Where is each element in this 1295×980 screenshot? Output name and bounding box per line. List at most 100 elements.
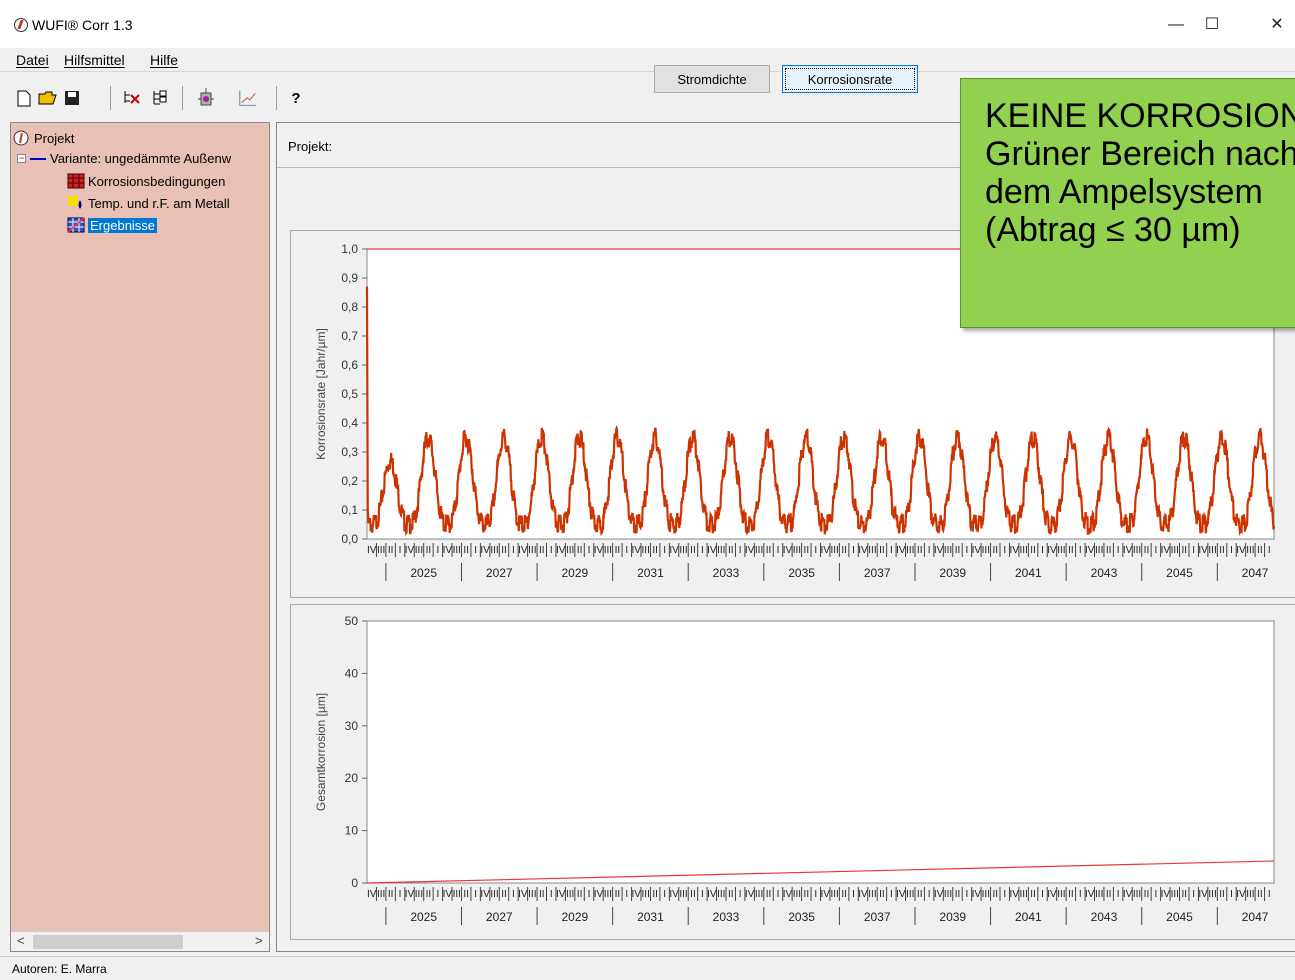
year-label: 2041: [1015, 910, 1042, 924]
year-label: 2027: [486, 566, 513, 580]
quarter-label: II: [1257, 889, 1263, 900]
quarter-label: I: [436, 545, 439, 556]
quarter-label: III: [793, 545, 801, 556]
chart-icon[interactable]: [238, 88, 258, 108]
tree-item-ergebnisse[interactable]: Ergebnisse: [67, 217, 158, 233]
quarter-label: I: [890, 545, 893, 556]
scroll-left-icon[interactable]: <: [17, 933, 25, 948]
y-tick-label: 0,7: [341, 329, 358, 343]
quarter-label: IV: [707, 545, 717, 556]
scrollbar-thumb[interactable]: [33, 935, 183, 949]
save-icon[interactable]: [62, 88, 82, 108]
quarter-label: IV: [1085, 545, 1095, 556]
year-label: 2033: [713, 910, 740, 924]
minimize-button[interactable]: —: [1168, 16, 1184, 33]
y-tick-label: 0,9: [341, 271, 358, 285]
quarter-label: I: [701, 545, 704, 556]
quarter-label: II: [804, 545, 810, 556]
calculate-icon[interactable]: [196, 88, 216, 108]
quarter-label: III: [982, 545, 990, 556]
quarter-label: II: [1257, 545, 1263, 556]
tree-horizontal-scrollbar[interactable]: < >: [11, 931, 269, 951]
quarter-label: IV: [518, 889, 528, 900]
y-axis-label: Gesamtkorrosion [µm]: [314, 693, 328, 811]
year-label: 2039: [939, 566, 966, 580]
quarter-label: II: [1106, 889, 1112, 900]
quarter-label: I: [1041, 889, 1044, 900]
year-label: 2047: [1242, 566, 1269, 580]
quarter-label: I: [852, 889, 855, 900]
quarter-label: III: [604, 889, 612, 900]
year-label: 2033: [713, 566, 740, 580]
open-folder-icon[interactable]: [38, 88, 58, 108]
tree-copy-icon[interactable]: [150, 88, 170, 108]
quarter-label: II: [426, 545, 432, 556]
year-label: 2025: [410, 566, 437, 580]
korrosionsrate-button[interactable]: Korrosionsrate: [782, 65, 918, 93]
stromdichte-button[interactable]: Stromdichte: [654, 65, 770, 93]
quarter-label: I: [1230, 889, 1233, 900]
year-label: 2029: [562, 910, 589, 924]
new-file-icon[interactable]: [14, 88, 34, 108]
quarter-label: I: [588, 889, 591, 900]
quarter-label: IV: [669, 545, 679, 556]
quarter-label: IV: [669, 889, 679, 900]
year-label: 2037: [864, 910, 891, 924]
quarter-label: II: [615, 889, 621, 900]
status-text: Autoren: E. Marra: [12, 962, 107, 976]
quarter-label: I: [399, 889, 402, 900]
quarter-label: IV: [783, 889, 793, 900]
year-label: 2025: [410, 910, 437, 924]
quarter-label: II: [690, 889, 696, 900]
quarter-label: II: [1068, 545, 1074, 556]
quarter-label: II: [426, 889, 432, 900]
tree-item-korrosionsbedingungen[interactable]: Korrosionsbedingungen: [67, 173, 225, 189]
quarter-label: III: [679, 545, 687, 556]
close-button[interactable]: ✕: [1270, 16, 1284, 33]
quarter-label: III: [1171, 889, 1179, 900]
menu-datei[interactable]: Datei: [16, 52, 49, 68]
tree-item-temp-rf[interactable]: Temp. und r.F. am Metall: [67, 195, 230, 211]
maximize-button[interactable]: ☐: [1204, 16, 1220, 33]
menu-hilfsmittel[interactable]: Hilfsmittel: [64, 52, 125, 68]
quarter-label: IV: [518, 545, 528, 556]
quarter-label: II: [652, 545, 658, 556]
quarter-label: III: [1057, 889, 1065, 900]
quarter-label: III: [453, 889, 461, 900]
quarter-label: I: [1117, 545, 1120, 556]
quarter-label: IV: [934, 545, 944, 556]
quarter-label: III: [415, 889, 423, 900]
collapse-icon[interactable]: −: [17, 153, 26, 163]
toolbar-separator: [182, 86, 183, 110]
tree-item-projekt[interactable]: Projekt: [13, 130, 74, 146]
quarter-label: I: [550, 545, 553, 556]
quarter-label: IV: [896, 889, 906, 900]
menu-hilfe[interactable]: Hilfe: [150, 52, 179, 68]
tree-item-variante[interactable]: − Variante: ungedämmte Außenw: [17, 151, 231, 166]
quarter-label: III: [490, 545, 498, 556]
tree-label-projekt: Projekt: [34, 130, 75, 146]
quarter-label: III: [377, 889, 385, 900]
quarter-label: IV: [745, 545, 755, 556]
quarter-label: I: [399, 545, 402, 556]
quarter-label: II: [993, 889, 999, 900]
quarter-label: IV: [858, 545, 868, 556]
quarter-label: IV: [556, 889, 566, 900]
quarter-label: II: [652, 889, 658, 900]
quarter-label: III: [415, 545, 423, 556]
quarter-label: II: [917, 545, 923, 556]
quarter-label: IV: [1047, 889, 1057, 900]
help-button[interactable]: ?: [291, 89, 301, 107]
year-label: 2043: [1091, 566, 1118, 580]
delete-node-icon[interactable]: [122, 88, 142, 108]
quarter-label: I: [1003, 545, 1006, 556]
quarter-label: IV: [632, 889, 642, 900]
quarter-label: II: [879, 889, 885, 900]
quarter-label: IV: [443, 545, 453, 556]
quarter-label: IV: [1236, 545, 1246, 556]
quarter-label: III: [755, 889, 763, 900]
scroll-right-icon[interactable]: >: [255, 933, 263, 948]
quarter-label: III: [831, 545, 839, 556]
quarter-label: IV: [896, 545, 906, 556]
quarter-label: I: [512, 545, 515, 556]
